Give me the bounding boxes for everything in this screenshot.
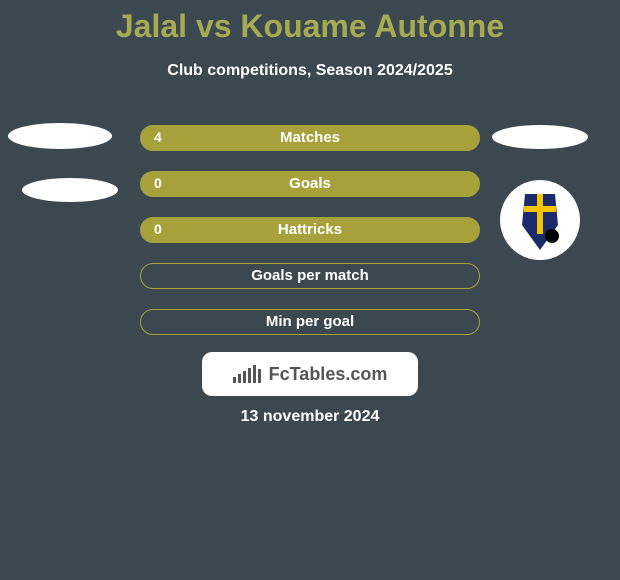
stat-label: Matches (140, 129, 480, 146)
stat-value-left: 0 (154, 221, 162, 237)
subtitle: Club competitions, Season 2024/2025 (0, 62, 620, 80)
stat-label: Min per goal (140, 313, 480, 330)
watermark-text: FcTables.com (269, 364, 388, 385)
player-right-oval (492, 125, 588, 149)
stat-label: Hattricks (140, 221, 480, 238)
team-badge (500, 180, 580, 260)
stat-label: Goals (140, 175, 480, 192)
player-left-oval (22, 178, 118, 202)
watermark: FcTables.com (202, 352, 418, 396)
player-left-oval (8, 123, 112, 149)
stat-label: Goals per match (140, 267, 480, 284)
date-label: 13 november 2024 (0, 408, 620, 426)
stat-value-left: 4 (154, 129, 162, 145)
stat-value-left: 0 (154, 175, 162, 191)
bar-chart-icon (233, 365, 263, 383)
page-title: Jalal vs Kouame Autonne (0, 8, 620, 45)
